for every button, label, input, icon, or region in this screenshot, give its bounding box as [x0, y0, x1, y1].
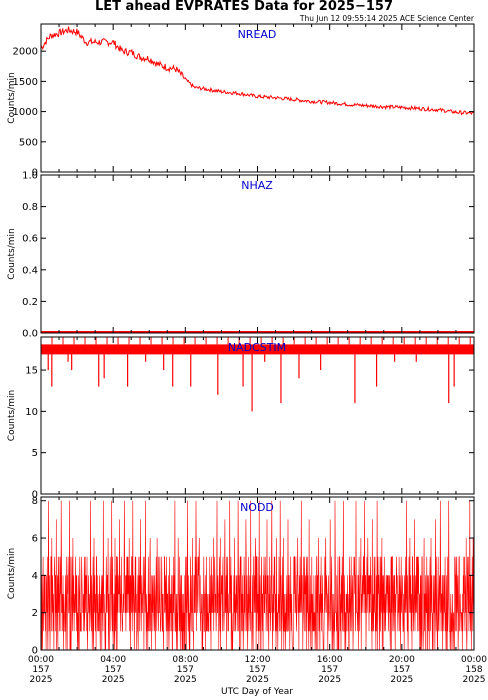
- y-axis-label: Counts/min: [7, 228, 17, 279]
- y-tick-label: 1000: [13, 107, 38, 118]
- y-axis-label: Counts/min: [7, 548, 17, 599]
- y-tick-label: 6: [32, 534, 38, 545]
- x-tick-label: 00:00: [461, 655, 487, 665]
- x-tick-label: 2025: [102, 675, 125, 685]
- x-tick-label: 158: [465, 665, 482, 675]
- nadcstim-baseline-band: [41, 344, 474, 355]
- y-axis-label: Counts/min: [7, 72, 17, 123]
- panel-nread: 0 500 1000 1500 2000 NREAD Counts/min: [7, 23, 475, 179]
- y-tick-label: 0.0: [22, 329, 38, 340]
- timestamp: Thu Jun 12 09:55:14 2025 ACE Science Cen…: [299, 14, 475, 23]
- x-tick-label: 12:00: [245, 655, 271, 665]
- y-tick-label: 0.8: [22, 202, 38, 213]
- nread-series-line: [40, 26, 475, 116]
- x-axis-label: UTC Day of Year: [221, 687, 293, 697]
- y-tick-label: 2000: [13, 47, 38, 58]
- x-axis-ticks: 00:00157202504:00157202508:00157202512:0…: [28, 655, 487, 685]
- x-tick-label: 2025: [390, 675, 413, 685]
- x-tick-label: 157: [321, 665, 338, 675]
- y-tick-label: 5: [32, 448, 38, 459]
- x-tick-label: 08:00: [172, 655, 198, 665]
- nodd-series-line: [40, 500, 475, 651]
- x-tick-label: 04:00: [100, 655, 126, 665]
- y-tick-label: 8: [32, 496, 38, 507]
- y-tick-label: 0: [32, 490, 38, 501]
- panel-frame: [40, 174, 475, 334]
- y-axis-label: Counts/min: [7, 390, 17, 441]
- y-tick-label: 0.4: [22, 265, 38, 276]
- panel-nadcstim: 0 5 10 15 NADCSTIM Counts/min: [7, 336, 475, 501]
- y-tick-label: 500: [19, 137, 38, 148]
- x-tick-label: 2025: [174, 675, 197, 685]
- x-tick-label: 2025: [246, 675, 269, 685]
- panel-frame: [40, 336, 475, 495]
- panel-title: NADCSTIM: [228, 341, 286, 354]
- panel-title: NODD: [240, 501, 274, 514]
- y-tick-label: 0.6: [22, 234, 38, 245]
- x-tick-label: 157: [393, 665, 410, 675]
- panel-title: NREAD: [238, 28, 277, 41]
- y-tick-label: 1.0: [22, 171, 38, 182]
- chart-title: LET ahead EVPRATES Data for 2025−157: [95, 0, 393, 14]
- y-tick-label: 15: [25, 366, 38, 377]
- x-tick-label: 16:00: [317, 655, 343, 665]
- y-tick-label: 0: [32, 168, 38, 179]
- y-tick-label: 0.2: [22, 297, 38, 308]
- panel-title: NHAZ: [241, 179, 273, 192]
- x-tick-label: 00:00: [28, 655, 54, 665]
- x-tick-label: 157: [105, 665, 122, 675]
- y-tick-label: 4: [32, 571, 38, 582]
- x-tick-label: 157: [177, 665, 194, 675]
- y-tick-label: 1500: [13, 77, 38, 88]
- panel-nodd: 0 2 4 6 8 NODD Counts/min: [7, 496, 475, 657]
- x-tick-label: 157: [32, 665, 49, 675]
- x-tick-label: 2025: [30, 675, 53, 685]
- y-tick-label: 2: [32, 608, 38, 619]
- y-tick-label: 10: [25, 407, 38, 418]
- x-tick-label: 2025: [463, 675, 486, 685]
- panel-nhaz: 0.0 0.2 0.4 0.6 0.8 1.0 NHAZ Counts/min: [7, 171, 475, 340]
- x-tick-label: 20:00: [389, 655, 415, 665]
- x-tick-label: 157: [249, 665, 266, 675]
- y-tick-label: 0: [32, 646, 38, 657]
- x-tick-label: 2025: [318, 675, 341, 685]
